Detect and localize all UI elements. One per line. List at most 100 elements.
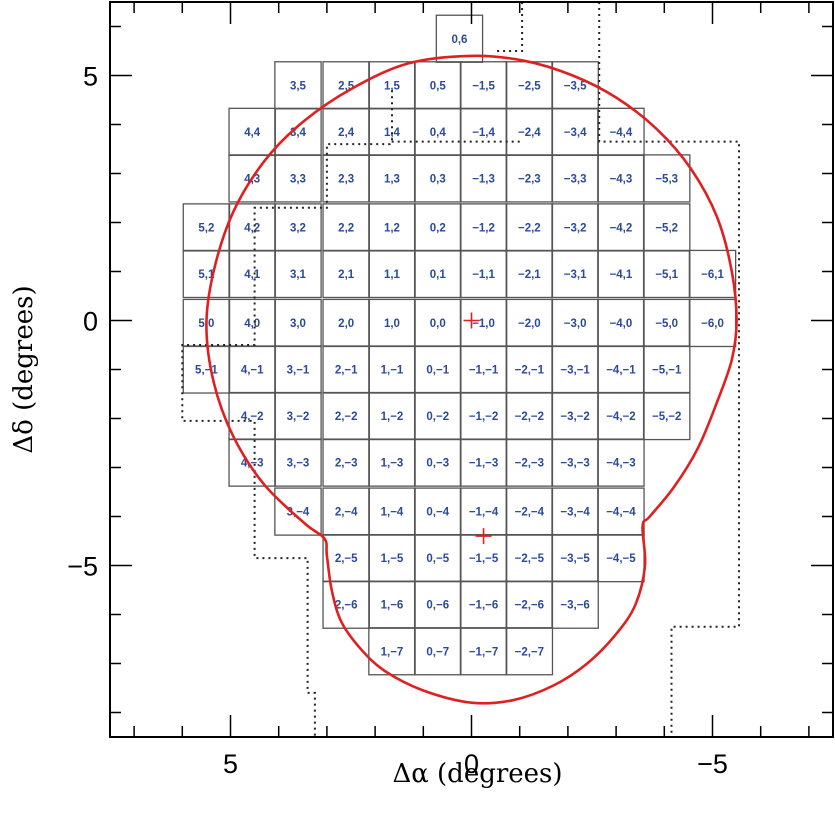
field-label: −5,−1 (652, 365, 682, 377)
red-boundary-layer (205, 54, 738, 705)
field-label: −3,−3 (560, 458, 589, 470)
axis-ticks (110, 2, 833, 737)
field-tile: −3,−4 (551, 487, 599, 536)
field-label: 0,6 (451, 34, 467, 46)
field-label: 1,3 (384, 173, 400, 185)
field-label: 1,−2 (381, 411, 404, 423)
field-tile: −4,0 (597, 298, 645, 348)
dotted-boundary (181, 140, 520, 737)
field-label: −4,−5 (606, 553, 636, 565)
field-label: 2,0 (338, 318, 354, 330)
field-tile: −5,−1 (642, 345, 691, 394)
field-label: −1,2 (472, 222, 495, 234)
field-label: 4,−1 (241, 365, 264, 377)
y-axis-label: Δδ (degrees) (9, 285, 39, 453)
field-label: 3,−2 (287, 411, 310, 423)
field-label: −3,−1 (560, 365, 590, 377)
field-tile: 0,1 (413, 249, 462, 299)
field-tile: 1,−4 (368, 487, 416, 536)
field-tile: −2,−3 (505, 438, 554, 487)
field-tile: 1,1 (368, 249, 416, 299)
field-tile: −2,−6 (505, 580, 554, 629)
x-axis-label: Δα (degrees) (392, 759, 562, 789)
field-label: −1,1 (472, 269, 495, 281)
field-tile: −3,3 (551, 154, 599, 203)
field-label: 2,−3 (335, 458, 358, 470)
field-label: 0,−3 (426, 458, 449, 470)
field-tile: 0,−3 (413, 438, 462, 487)
field-tile: −4,−5 (597, 533, 645, 583)
field-label: 4,0 (244, 318, 260, 330)
field-tile: 1,−3 (368, 438, 416, 487)
field-label: −1,−3 (469, 458, 498, 470)
field-label: 2,−1 (335, 365, 358, 377)
field-box (274, 438, 322, 487)
field-tile: 0,−4 (413, 487, 462, 536)
field-label: −4,−4 (606, 507, 636, 519)
field-tile: 3,−2 (274, 391, 322, 441)
field-tile: 2,4 (322, 107, 370, 157)
field-tile: 4,1 (228, 249, 276, 299)
field-tile: 0,−2 (413, 391, 462, 441)
field-label: 5,−1 (195, 365, 218, 377)
field-tile: −3,2 (551, 203, 599, 252)
field-label: −1,−6 (469, 600, 498, 612)
field-tile: 1,−1 (368, 345, 416, 394)
field-label: −1,−1 (469, 365, 499, 377)
field-tile: −1,−1 (459, 345, 508, 394)
field-label: 4,1 (244, 269, 261, 281)
field-label: −5,0 (655, 318, 678, 330)
field-tile: −1,−7 (459, 627, 508, 676)
field-label: 1,0 (384, 318, 400, 330)
field-label: 0,−5 (426, 553, 449, 565)
field-tile: −5,3 (642, 154, 691, 203)
field-label: 2,−5 (335, 553, 358, 565)
field-tile: −2,2 (505, 203, 554, 252)
field-tile: 1,−5 (368, 533, 416, 583)
field-label: 2,−6 (335, 600, 358, 612)
field-grid: 0,63,5 2,5 1,5 0,5 −1,5 −2,5 −3,54,4 3,4 2,4 1,4 0… (182, 14, 737, 676)
field-tile: −2,−5 (505, 533, 554, 583)
field-tile: −2,−4 (505, 487, 554, 536)
field-label: −3,0 (564, 318, 587, 330)
field-label: 3,−1 (287, 365, 310, 377)
dotted-boundaries (181, 2, 740, 737)
field-label: −2,3 (518, 173, 541, 185)
field-tile: 3,−4 (274, 487, 322, 536)
tick-labels: 5 0 −5 5 0 −5 (67, 62, 728, 780)
field-label: 0,2 (430, 222, 446, 234)
field-label: −3,5 (564, 80, 587, 92)
field-tile: −5,1 (642, 249, 691, 299)
field-box (274, 249, 322, 299)
field-label: 3,−4 (287, 507, 310, 519)
field-tile: 4,0 (228, 298, 276, 348)
field-label: −1,−7 (469, 646, 498, 658)
field-label: 3,3 (290, 173, 306, 185)
field-tile: −2,0 (505, 298, 554, 348)
field-label: −1,−5 (469, 553, 499, 565)
field-tile: −4,3 (597, 154, 645, 203)
field-label: −4,3 (610, 173, 633, 185)
field-tile: 5,−1 (182, 345, 231, 394)
field-label: 1,2 (384, 222, 400, 234)
field-label: −2,5 (518, 80, 541, 92)
field-label: −2,−6 (515, 600, 544, 612)
field-label: 1,−7 (381, 646, 404, 658)
field-tile: −2,5 (505, 61, 554, 110)
field-tile: 1,−6 (368, 580, 416, 629)
field-label: 2,1 (338, 269, 355, 281)
field-tile: −5,0 (642, 298, 691, 348)
field-tile: 1,−7 (368, 627, 416, 676)
field-label: −3,−6 (560, 600, 589, 612)
field-tile: −3,0 (551, 298, 599, 348)
field-label: −2,1 (518, 269, 541, 281)
field-label: −4,1 (610, 269, 633, 281)
field-label: 1,−1 (381, 365, 404, 377)
field-label: −3,−4 (560, 507, 590, 519)
field-tile: 0,−1 (413, 345, 462, 394)
field-tile: 2,−2 (322, 391, 370, 441)
plus-marker (463, 312, 480, 329)
field-label: −4,2 (610, 222, 633, 234)
